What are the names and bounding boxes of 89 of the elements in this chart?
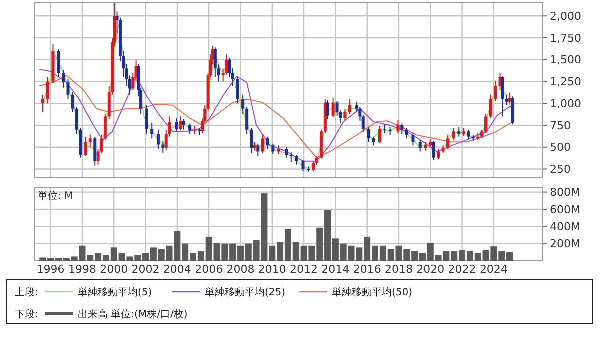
- candlestick: [62, 70, 65, 88]
- candlestick: [175, 118, 178, 132]
- x-tick-label: 2022: [448, 263, 476, 276]
- y-tick-label: 1,250: [550, 76, 582, 89]
- candlestick: [94, 136, 97, 166]
- y-tick-label: 750: [550, 119, 571, 132]
- candlestick: [250, 128, 254, 154]
- y-tick-label: 400M: [550, 220, 580, 234]
- candlestick: [236, 76, 240, 104]
- candlestick: [256, 143, 260, 157]
- candlestick: [84, 136, 88, 157]
- x-tick-label: 2020: [416, 263, 445, 276]
- legend-title: 下段:: [15, 308, 38, 320]
- y-axis-title: 単位: M: [38, 190, 74, 202]
- y-tick-label: 1,500: [550, 54, 582, 67]
- x-tick-label: 2004: [163, 263, 192, 276]
- candlestick: [467, 129, 470, 140]
- candlestick: [484, 114, 488, 134]
- candlestick: [452, 128, 456, 141]
- legend-title: 上段:: [15, 286, 38, 298]
- candlestick: [261, 134, 264, 154]
- candlestick: [246, 106, 249, 135]
- x-tick-label: 2014: [322, 263, 350, 276]
- candlestick: [242, 94, 245, 115]
- candlestick: [348, 98, 352, 115]
- candlestick: [150, 122, 154, 140]
- candlestick: [156, 129, 160, 150]
- y-tick-label: 2,000: [550, 10, 582, 23]
- y-tick-label: 600M: [550, 203, 580, 216]
- candlestick: [344, 108, 347, 121]
- candlestick: [494, 80, 498, 102]
- candlestick: [162, 140, 165, 154]
- candlestick: [437, 148, 440, 160]
- candlestick: [46, 76, 50, 104]
- candlestick: [285, 146, 288, 158]
- candlestick: [378, 126, 382, 144]
- legend-label: 単純移動平均(50): [332, 286, 413, 298]
- candlestick: [66, 78, 70, 100]
- candlestick: [418, 140, 422, 152]
- y-tick-label: 1,750: [550, 32, 582, 45]
- x-tick-label: 2008: [226, 263, 255, 276]
- x-tick-label: 2012: [290, 263, 318, 276]
- x-tick-label: 1998: [68, 263, 96, 276]
- x-tick-label: 2018: [384, 263, 413, 276]
- x-tick-label: 2010: [258, 263, 286, 276]
- candlestick: [57, 48, 60, 78]
- candlestick: [446, 134, 450, 150]
- legend-label: 単純移動平均(25): [205, 286, 286, 298]
- candlestick: [41, 94, 44, 113]
- candlestick: [182, 118, 186, 130]
- x-tick-label: 2016: [353, 263, 382, 276]
- y-tick-label: 1,000: [550, 97, 582, 110]
- candlestick: [505, 94, 508, 106]
- y-tick-label: 200M: [550, 238, 580, 251]
- candlestick: [501, 76, 504, 118]
- candlestick: [405, 128, 408, 140]
- candlestick: [489, 94, 492, 119]
- candlestick: [400, 123, 404, 135]
- x-tick-label: 1996: [36, 263, 65, 276]
- x-tick-label: 2000: [100, 263, 128, 276]
- x-tick-label: 2006: [195, 263, 224, 276]
- candlestick: [71, 92, 74, 113]
- candlestick: [145, 104, 148, 135]
- candlestick: [272, 143, 275, 155]
- candlestick: [508, 92, 512, 104]
- candlestick: [326, 100, 330, 120]
- candlestick: [383, 124, 386, 134]
- candlestick: [104, 114, 107, 141]
- candlestick: [214, 47, 217, 78]
- candlestick: [396, 120, 400, 134]
- candlestick: [88, 134, 92, 148]
- x-tick-label: 2002: [132, 263, 160, 276]
- candlestick: [302, 160, 305, 172]
- y-tick-label: 250: [550, 163, 571, 176]
- candlestick: [179, 116, 182, 132]
- candlestick: [188, 123, 192, 135]
- legend-label: 出来高 単位:(M株/口/枚): [78, 308, 188, 320]
- candlestick: [367, 126, 370, 143]
- candlestick: [266, 136, 270, 150]
- candlestick: [332, 98, 335, 118]
- candlestick: [295, 154, 298, 166]
- candlestick: [432, 140, 436, 161]
- y-tick-label: 800M: [550, 186, 580, 200]
- candlestick: [458, 126, 461, 138]
- legend-label: 単純移動平均(5): [78, 286, 152, 298]
- candlestick: [412, 132, 415, 146]
- candlestick: [75, 106, 78, 135]
- y-tick-label: 500: [550, 141, 571, 154]
- x-tick-label: 2024: [480, 263, 508, 276]
